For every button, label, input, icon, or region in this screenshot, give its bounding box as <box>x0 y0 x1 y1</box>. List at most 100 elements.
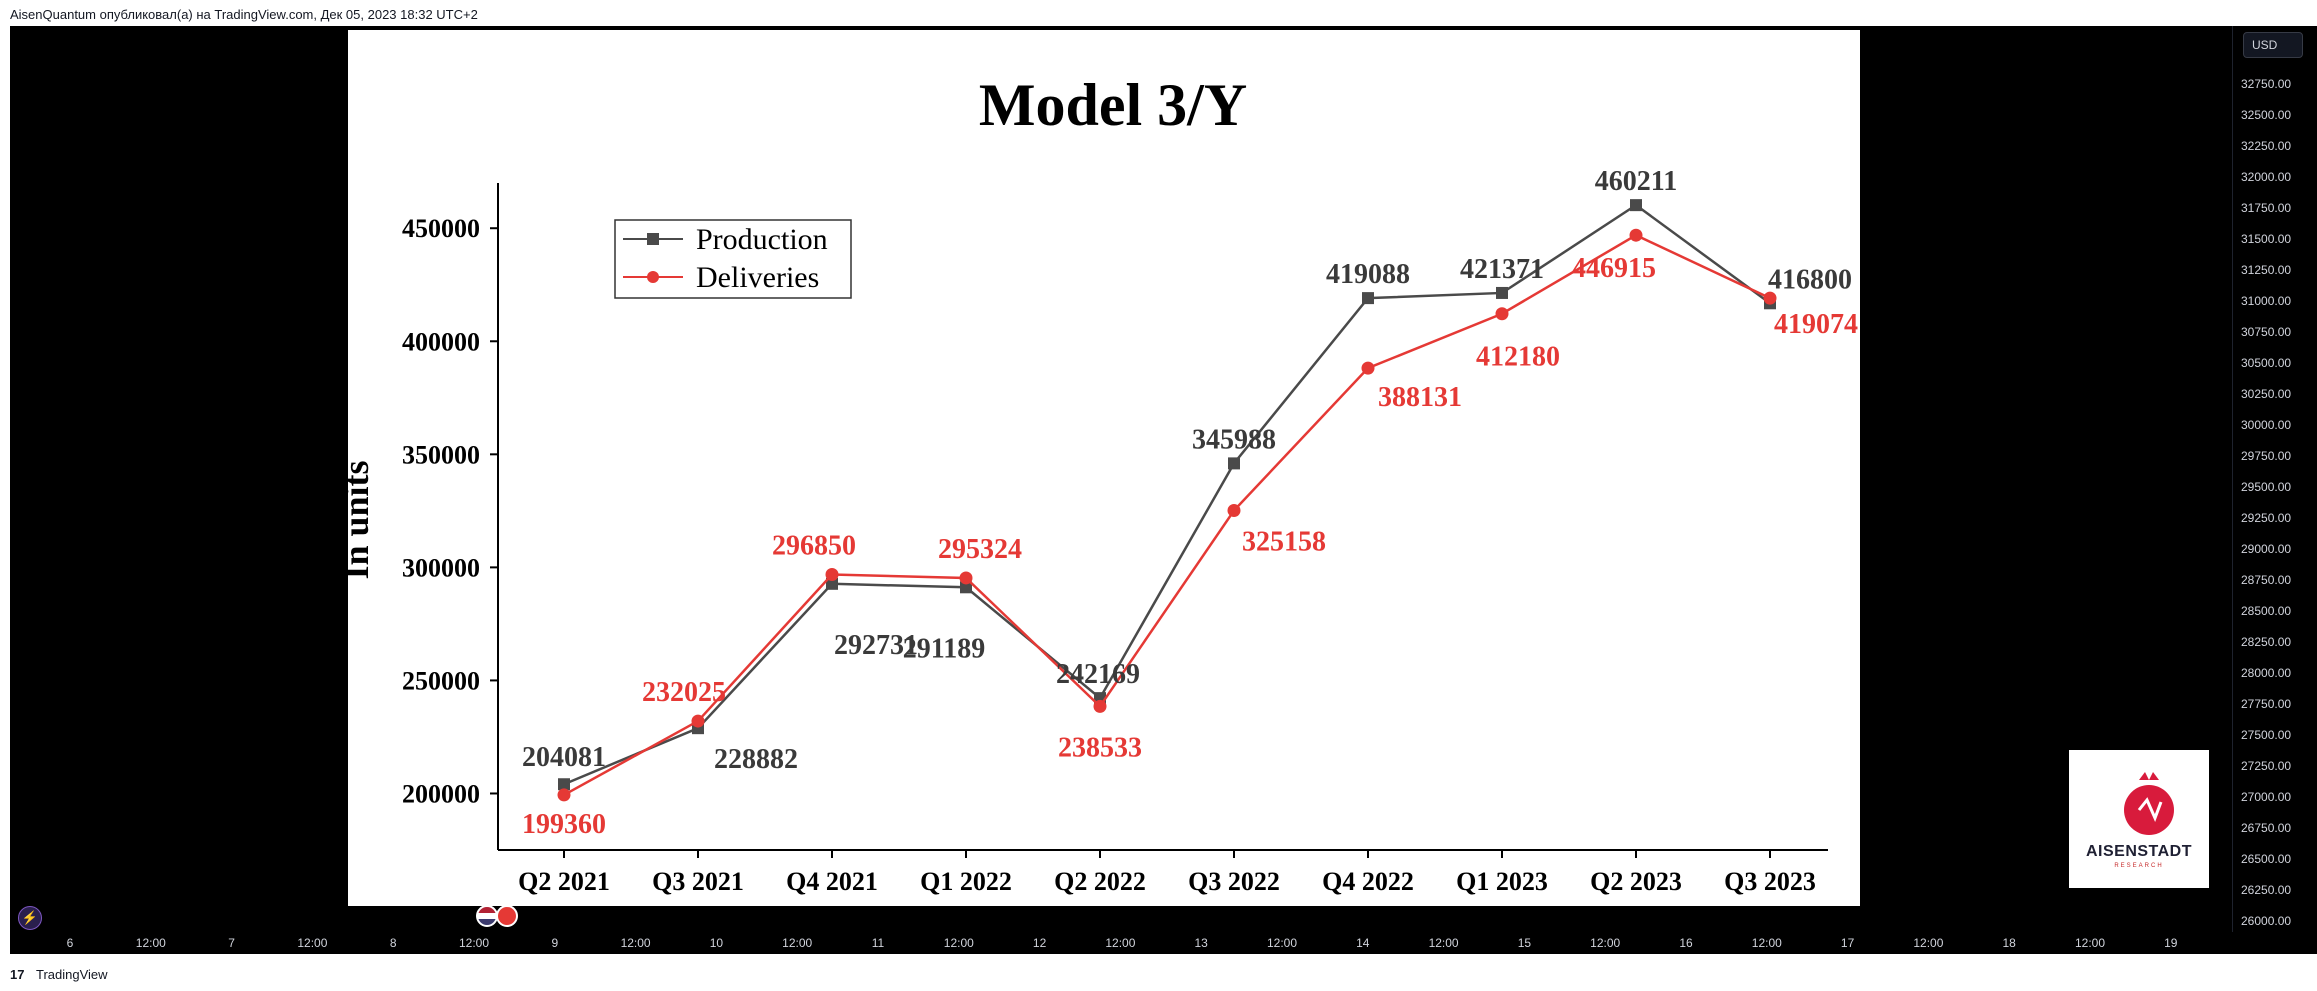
time-label: 12 <box>1032 936 1047 950</box>
data-label-deliveries: 412180 <box>1476 342 1560 373</box>
y-tick-label: 300000 <box>402 553 480 582</box>
data-label-production: 460211 <box>1595 166 1677 197</box>
time-label: 15 <box>1517 936 1532 950</box>
data-label-deliveries: 446915 <box>1572 253 1656 284</box>
footer: 17 TradingView <box>0 954 2317 991</box>
time-label: 12:00 <box>1590 936 1621 950</box>
time-label: 12:00 <box>1751 936 1782 950</box>
x-tick-label: Q1 2023 <box>1456 867 1548 896</box>
data-label-production: 292731 <box>834 630 918 661</box>
series-line-deliveries <box>563 233 1771 797</box>
legend-production-label: Production <box>696 223 828 256</box>
us-flag-icon[interactable] <box>476 905 498 927</box>
time-label: 12:00 <box>620 936 651 950</box>
time-label: 6 <box>66 936 74 950</box>
watermark-brand: AISENSTADT <box>2085 843 2193 860</box>
data-point-deliveries <box>1093 699 1107 713</box>
x-tick-label: Q2 2022 <box>1054 867 1146 896</box>
y-axis-label: In units <box>348 460 376 579</box>
price-label: 30000.00 <box>2241 418 2292 432</box>
time-label: 19 <box>2164 936 2178 950</box>
price-label: 29000.00 <box>2241 542 2292 556</box>
legend-deliveries-label: Deliveries <box>696 261 819 294</box>
data-point-deliveries <box>1227 503 1241 517</box>
event-flags[interactable] <box>476 905 519 927</box>
x-tick-label: Q2 2023 <box>1590 867 1682 896</box>
price-label: 29500.00 <box>2241 480 2292 494</box>
time-label: 12:00 <box>458 936 490 950</box>
data-label-deliveries: 232025 <box>642 677 726 708</box>
time-axis[interactable]: 6 12:00 7 12:00 8 12:00 9 12:00 10 12:00 11 12:00 12… <box>10 932 2317 954</box>
lightning-icon[interactable]: ⚡ <box>18 906 42 930</box>
series-line-production <box>563 203 1771 786</box>
price-label: 26750.00 <box>2241 821 2292 835</box>
time-label: 12:00 <box>1428 936 1459 950</box>
price-label: 30750.00 <box>2241 325 2292 339</box>
aisenstadt-watermark: AISENSTADT RESEARCH <box>2069 750 2209 888</box>
y-tick-label: 400000 <box>402 327 480 356</box>
data-point-deliveries <box>959 571 973 585</box>
price-label: 32500.00 <box>2241 108 2292 122</box>
time-label: 12:00 <box>782 936 813 950</box>
time-label: 12:00 <box>1913 936 1944 950</box>
price-label: 27750.00 <box>2241 697 2292 711</box>
price-label: 28750.00 <box>2241 573 2292 587</box>
data-point-deliveries <box>1361 361 1375 375</box>
chart-title: Model 3/Y <box>979 72 1247 138</box>
watermark-subtitle: RESEARCH <box>2114 863 2164 869</box>
data-point-deliveries <box>557 788 571 802</box>
price-label: 28000.00 <box>2241 666 2292 680</box>
data-label-deliveries: 238533 <box>1058 732 1142 763</box>
data-point-deliveries <box>1629 228 1643 242</box>
x-tick-label: Q1 2022 <box>920 867 1012 896</box>
price-label: 28250.00 <box>2241 635 2292 649</box>
data-point-production <box>1630 199 1642 212</box>
data-label-deliveries: 295324 <box>938 534 1022 565</box>
y-tick-label: 350000 <box>402 440 480 469</box>
price-label: 26250.00 <box>2241 883 2292 897</box>
data-point-production <box>960 581 972 594</box>
data-label-production: 419088 <box>1326 259 1410 290</box>
legend-production-marker <box>647 233 659 245</box>
tradingview-logo-icon[interactable]: 17 <box>10 967 25 982</box>
time-label: 12:00 <box>135 936 166 950</box>
data-point-deliveries <box>1763 291 1777 305</box>
data-label-production: 421371 <box>1460 254 1544 285</box>
time-label: 12:00 <box>2074 936 2106 950</box>
eu-flag-icon[interactable] <box>496 905 519 927</box>
price-label: 31500.00 <box>2241 232 2292 246</box>
data-label-deliveries: 199360 <box>522 809 606 840</box>
embedded-chart-image: Model 3/Y In units 200000 250000 300000 350… <box>336 30 1860 906</box>
currency-button[interactable]: USD <box>2243 32 2303 58</box>
y-tick-label: 250000 <box>402 666 480 695</box>
data-point-production <box>1228 457 1240 470</box>
chart-axes: 200000 250000 300000 350000 400000 450000 Q2 2… <box>402 183 1828 896</box>
data-label-production: 204081 <box>522 742 606 773</box>
data-label-production: 345988 <box>1192 424 1276 455</box>
price-label: 30250.00 <box>2241 387 2292 401</box>
price-label: 31250.00 <box>2241 263 2292 277</box>
tradingview-brand[interactable]: TradingView <box>36 967 108 982</box>
price-label: 31000.00 <box>2241 294 2292 308</box>
price-label: 26500.00 <box>2241 852 2292 866</box>
data-point-production <box>826 577 838 590</box>
time-label: 10 <box>709 936 724 950</box>
data-point-production <box>1496 286 1508 299</box>
price-label: 32250.00 <box>2241 139 2292 153</box>
price-label: 29750.00 <box>2241 449 2292 463</box>
price-label: 32750.00 <box>2241 77 2292 91</box>
data-label-production: 416800 <box>1768 264 1852 295</box>
price-label: 28500.00 <box>2241 604 2292 618</box>
time-label: 12:00 <box>1105 936 1136 950</box>
y-tick-label: 450000 <box>402 214 480 243</box>
publisher-bar: AisenQuantum опубликовал(а) на TradingVi… <box>0 0 2317 26</box>
x-tick-label: Q4 2022 <box>1322 867 1414 896</box>
data-label-deliveries: 388131 <box>1378 382 1462 413</box>
pomegranate-logo-icon <box>2124 772 2174 835</box>
price-scale[interactable]: USD 32750.00 32500.00 32250.00 32000.00 3175… <box>2232 26 2317 932</box>
price-label: 31750.00 <box>2241 201 2292 215</box>
price-label: 29250.00 <box>2241 511 2292 525</box>
chart-legend: Production Deliveries <box>614 219 852 299</box>
time-label: 12:00 <box>943 936 974 950</box>
